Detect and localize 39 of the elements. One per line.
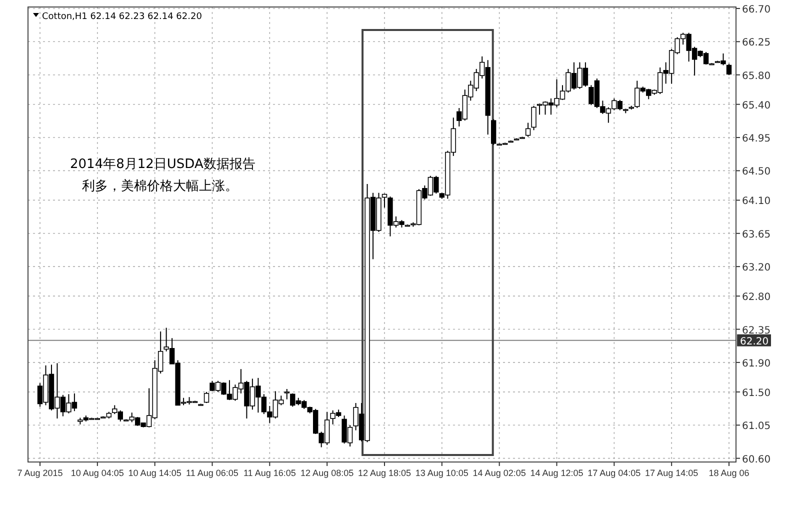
candlestick (382, 193, 388, 208)
x-tick-label: 13 Aug 10:05 (415, 468, 468, 478)
x-tick-label: 14 Aug 12:05 (530, 468, 584, 478)
candlestick (726, 63, 732, 76)
x-tick-label: 11 Aug 06:05 (186, 468, 238, 478)
y-tick-label: 65.40 (742, 100, 771, 112)
x-tick-label: 14 Aug 02:05 (472, 468, 526, 478)
y-tick-label: 63.20 (742, 262, 771, 274)
x-tick-label: 17 Aug 04:05 (588, 468, 641, 478)
annotation: 利多，美棉价格大幅上涨。 (82, 178, 238, 194)
x-tick-label: 10 Aug 14:05 (128, 468, 182, 478)
x-tick-label: 7 Aug 2015 (17, 468, 63, 478)
y-tick-label: 61.90 (742, 358, 771, 370)
y-tick-label: 66.70 (742, 4, 771, 16)
y-tick-label: 64.10 (742, 196, 771, 208)
y-tick-label: 64.95 (742, 134, 771, 145)
x-tick-label: 18 Aug 06 (708, 468, 750, 478)
x-tick-label: 12 Aug 08:05 (300, 468, 354, 478)
ref-line-label: 62.20 (740, 336, 769, 348)
candlestick (531, 105, 536, 131)
candlestick (490, 118, 496, 146)
x-tick-label: 12 Aug 18:05 (358, 468, 412, 478)
y-tick-label: 61.05 (742, 421, 771, 432)
candlestick (284, 388, 290, 400)
y-tick-label: 62.35 (742, 325, 771, 336)
x-tick-label: 11 Aug 16:05 (243, 468, 296, 478)
y-tick-label: 63.65 (742, 229, 771, 240)
candlestick (204, 391, 210, 404)
y-tick-label: 66.25 (742, 38, 771, 49)
candlestick (525, 122, 531, 138)
x-tick-label: 17 Aug 14:05 (645, 468, 698, 478)
y-tick-label: 61.50 (742, 388, 771, 399)
annotation: 2014年8月12日USDA数据报告 (70, 157, 256, 172)
y-tick-label: 64.50 (742, 166, 771, 178)
y-tick-label: 60.60 (742, 454, 771, 466)
text: Cotton,H1 62.14 62.23 62.14 62.20 (42, 12, 202, 22)
x-tick-label: 10 Aug 04:05 (70, 468, 124, 478)
y-tick-label: 65.80 (742, 70, 771, 82)
y-tick-label: 62.80 (742, 292, 771, 304)
